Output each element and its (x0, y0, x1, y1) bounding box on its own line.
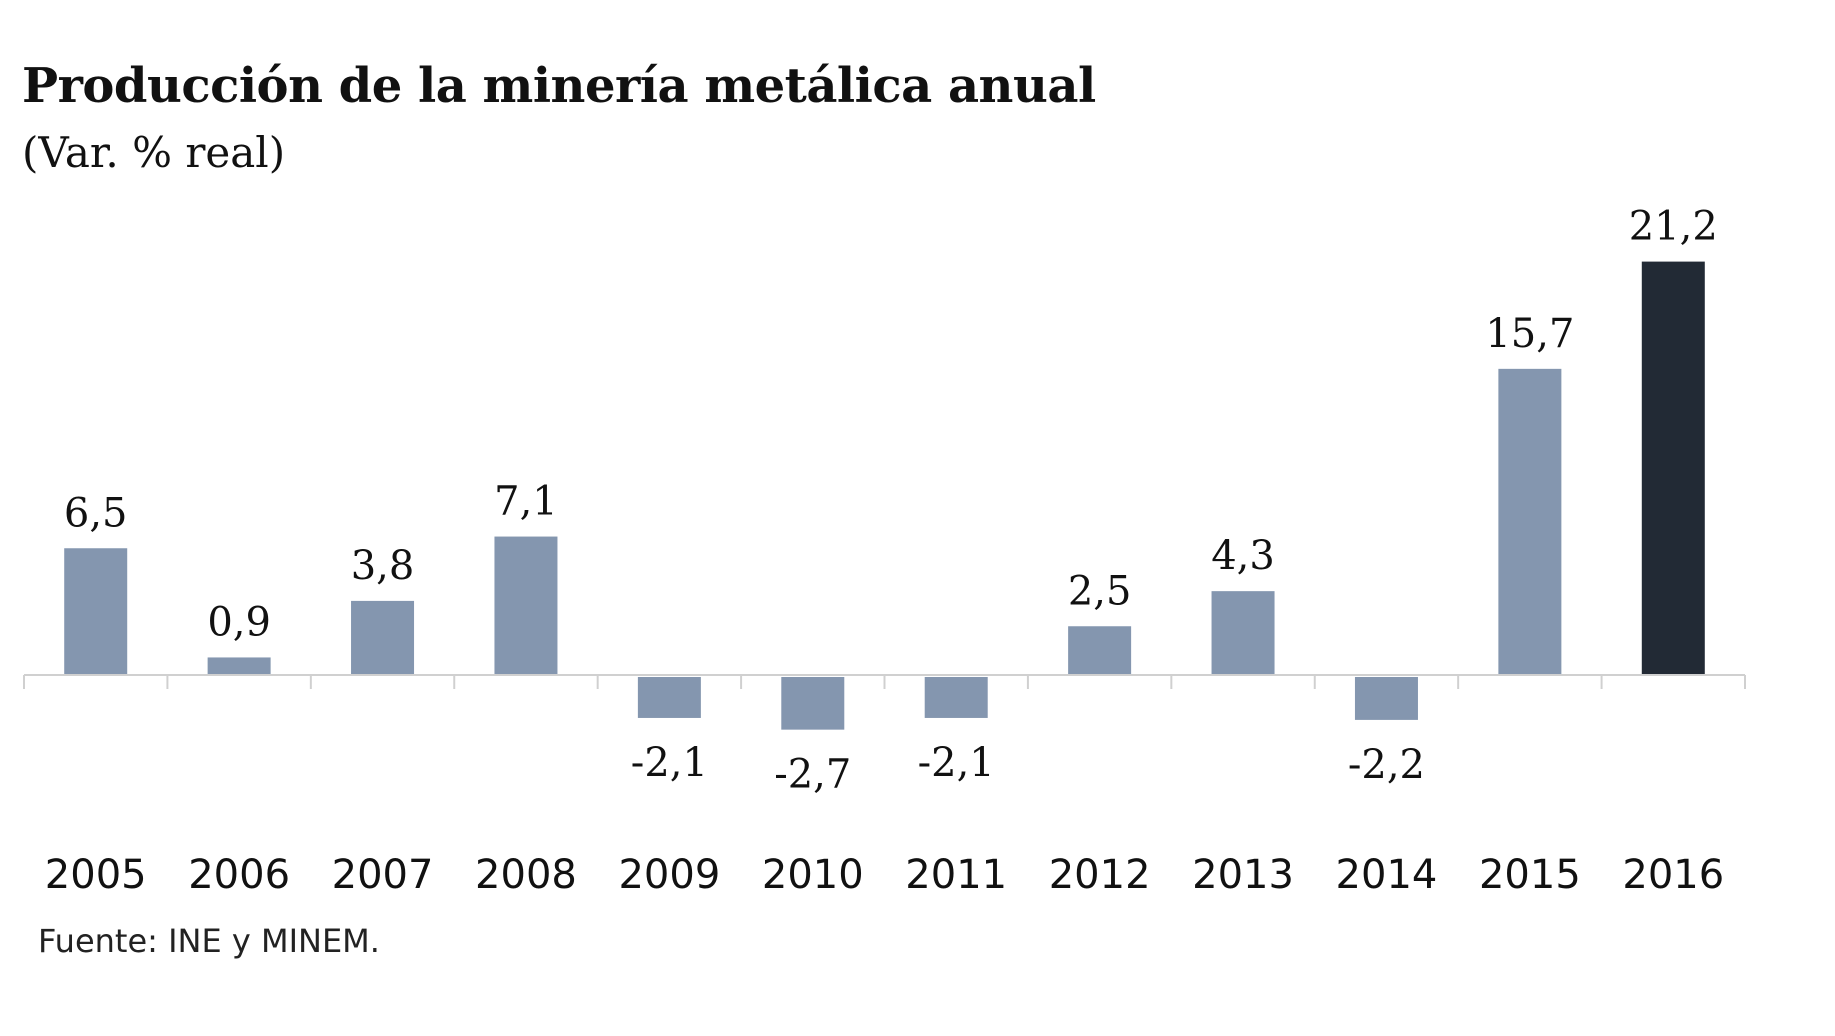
year-label-2008: 2008 (475, 852, 577, 898)
year-label-2006: 2006 (188, 852, 290, 898)
bar-2007 (351, 600, 415, 675)
value-label-2015: 15,7 (1485, 311, 1574, 357)
value-label-2010: -2,7 (774, 752, 851, 798)
bar-2009 (637, 677, 701, 718)
bar-2016 (1641, 261, 1705, 675)
value-label-2008: 7,1 (494, 479, 558, 525)
value-label-2006: 0,9 (207, 599, 271, 645)
year-label-2013: 2013 (1192, 852, 1294, 898)
bar-2012 (1068, 626, 1132, 675)
value-label-2013: 4,3 (1211, 533, 1275, 579)
value-labels-group: 6,5 0,9 3,8 7,1 -2,1 -2,7 -2,1 2,5 4,3 -2,2 15,7 21… (64, 204, 1718, 798)
bar-2015 (1498, 368, 1562, 675)
value-label-2007: 3,8 (351, 543, 415, 589)
bar-2011 (924, 677, 988, 718)
chart-title: Producción de la minería metálica anual (22, 58, 1096, 114)
year-label-2007: 2007 (332, 852, 434, 898)
value-label-2012: 2,5 (1068, 568, 1132, 614)
value-label-2009: -2,1 (631, 740, 708, 786)
year-label-2009: 2009 (618, 852, 720, 898)
year-label-2012: 2012 (1049, 852, 1151, 898)
value-label-2005: 6,5 (64, 490, 128, 536)
bar-2006 (207, 657, 271, 675)
bar-2013 (1211, 591, 1275, 675)
bar-2008 (494, 536, 558, 675)
chart-subtitle: (Var. % real) (22, 128, 286, 177)
value-label-2016: 21,2 (1629, 204, 1718, 250)
year-label-2010: 2010 (762, 852, 864, 898)
bar-2005 (64, 548, 128, 675)
year-label-2016: 2016 (1622, 852, 1724, 898)
bars-group (64, 261, 1705, 730)
x-axis (23, 674, 1746, 689)
value-label-2014: -2,2 (1348, 742, 1425, 788)
year-label-2005: 2005 (45, 852, 147, 898)
bar-2014 (1354, 677, 1418, 720)
bar-2010 (781, 677, 845, 730)
year-label-2015: 2015 (1479, 852, 1581, 898)
value-label-2011: -2,1 (918, 740, 995, 786)
year-labels-group: 2005 2006 2007 2008 2009 2010 2011 2012 2013 2014… (45, 852, 1724, 898)
source-note: Fuente: INE y MINEM. (38, 922, 380, 960)
year-label-2014: 2014 (1336, 852, 1438, 898)
year-label-2011: 2011 (905, 852, 1007, 898)
